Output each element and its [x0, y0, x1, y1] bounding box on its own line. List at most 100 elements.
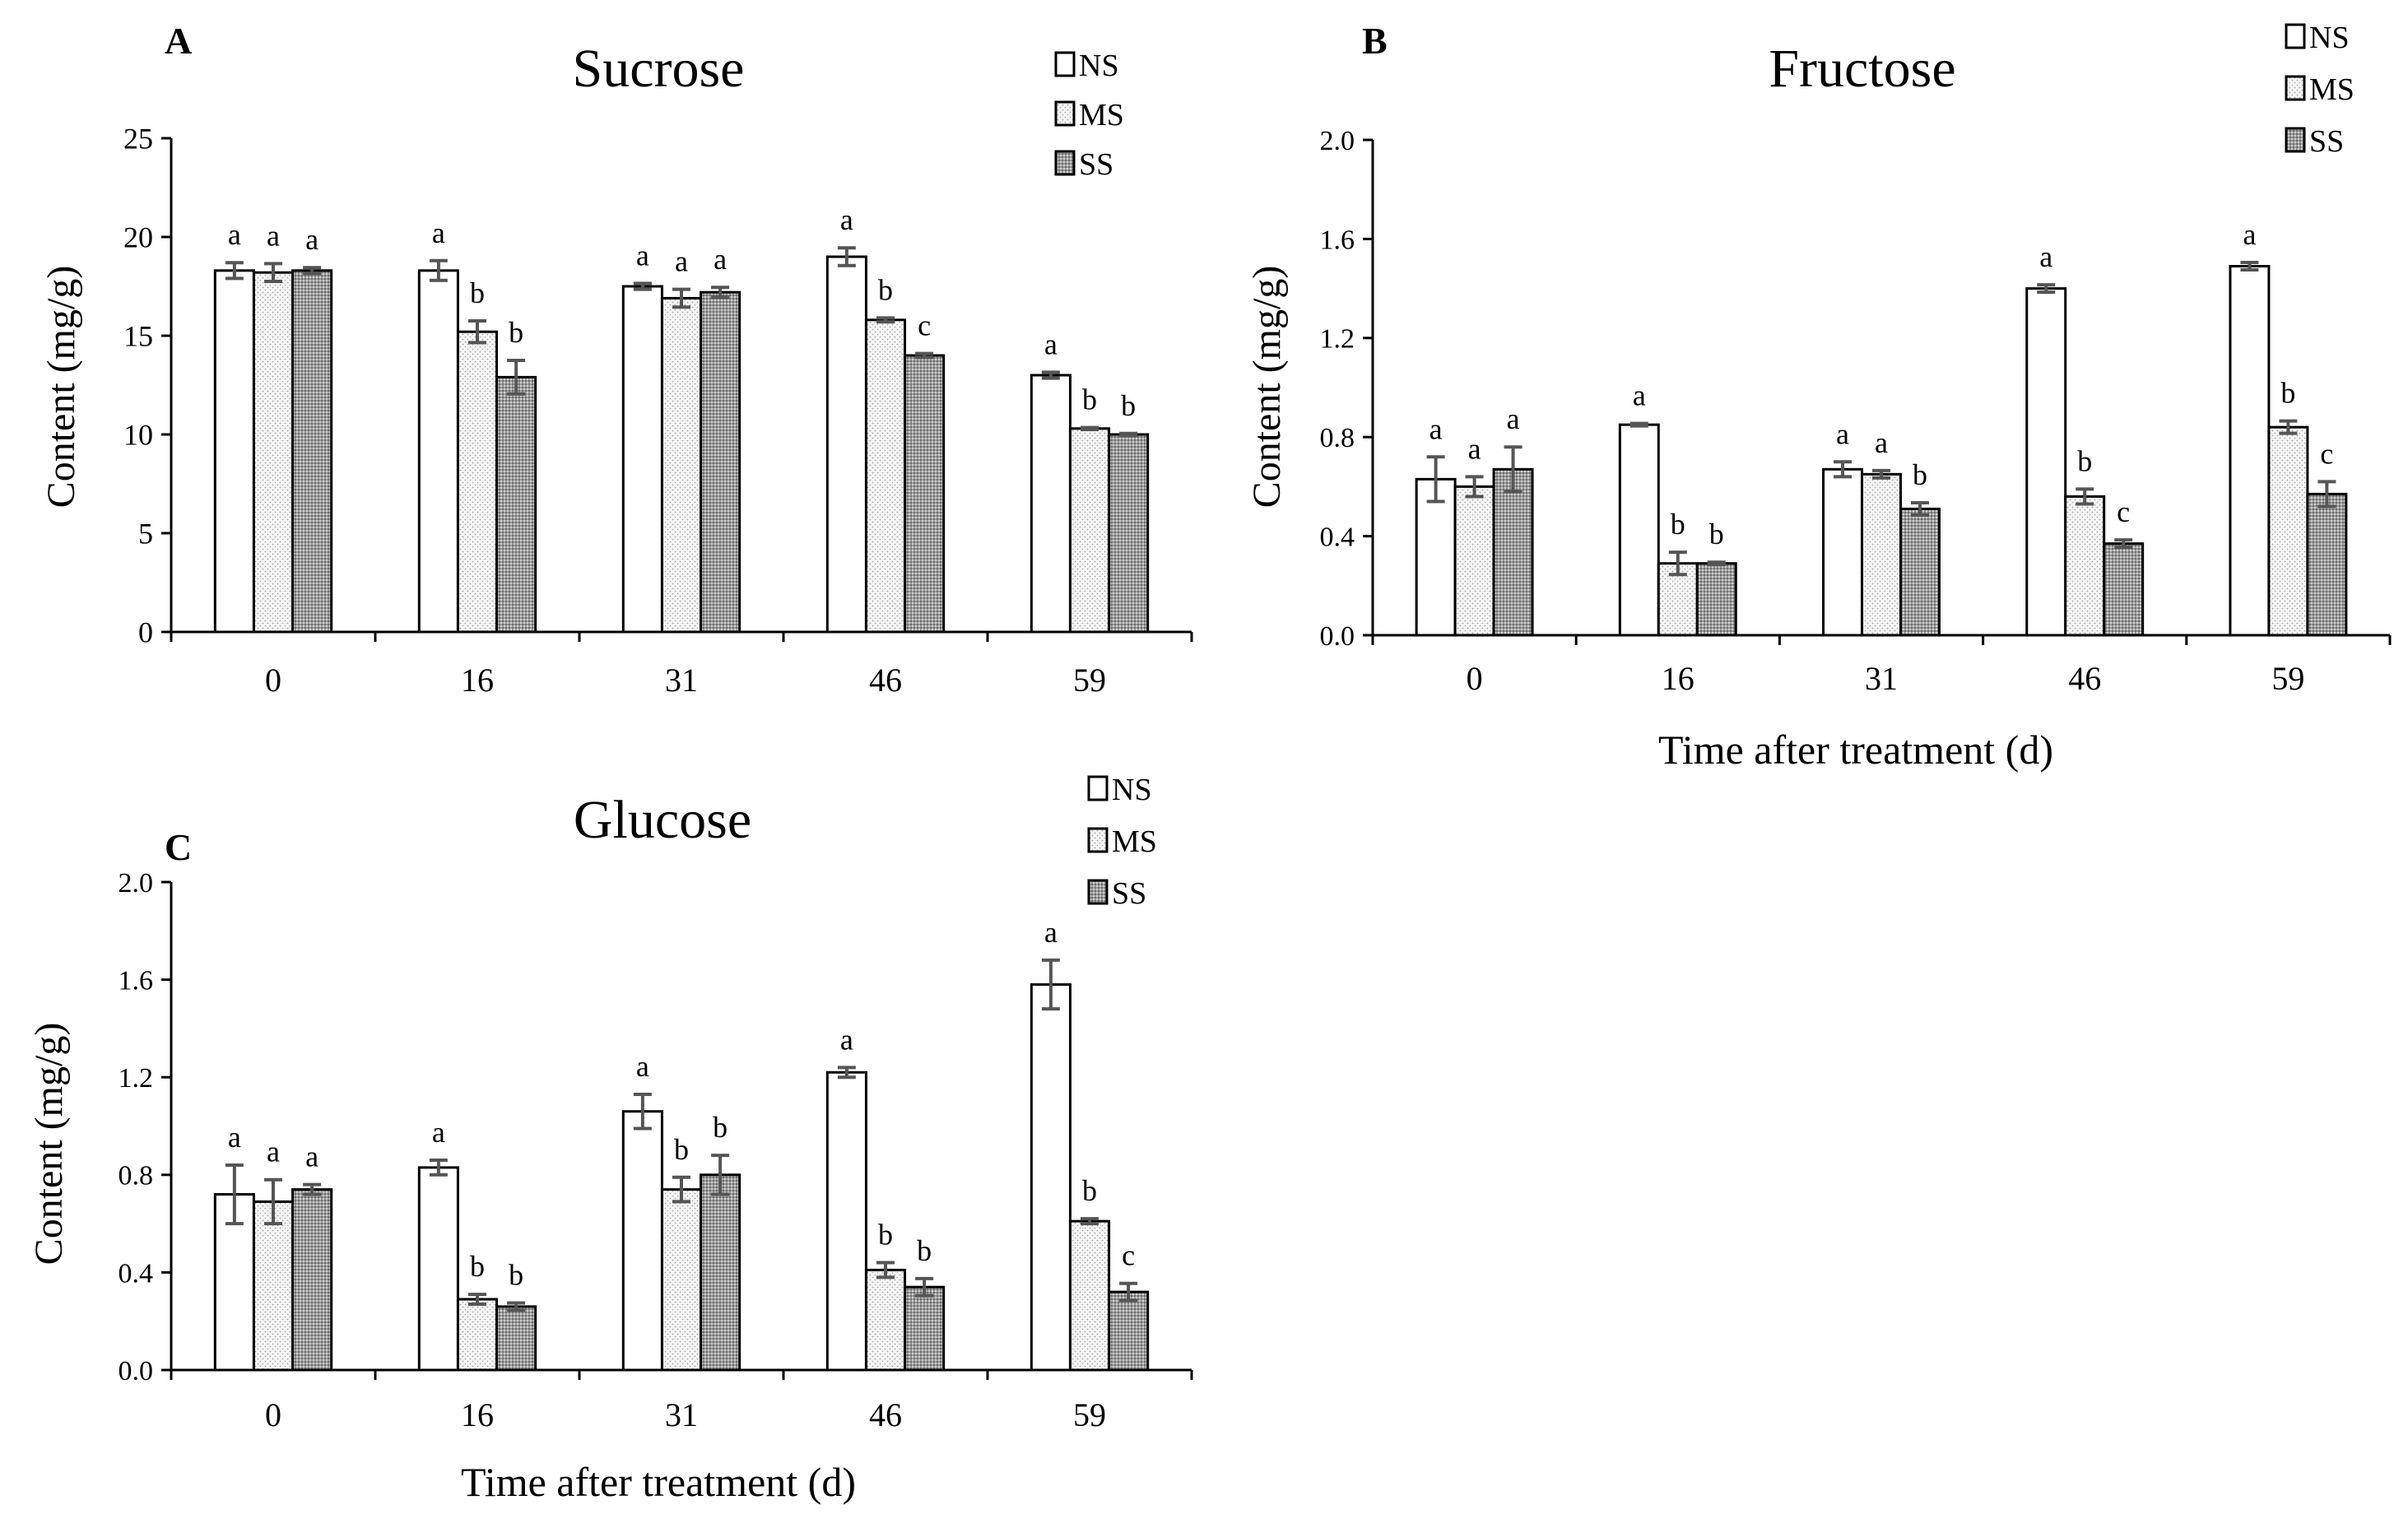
x-tick-label: 46	[2068, 660, 2101, 697]
bar-ss	[700, 290, 741, 634]
y-tick-label: 1.2	[119, 1063, 154, 1094]
panel-letter-a: A	[165, 20, 192, 62]
legend-label-ss: SS	[1079, 147, 1113, 182]
bar-ns	[621, 285, 663, 634]
y-tick-label: 0.4	[119, 1258, 154, 1289]
significance-label: a	[228, 1121, 241, 1154]
y-tick-label: 0	[138, 616, 153, 649]
bar-ns	[213, 269, 255, 634]
significance-label: b	[2280, 377, 2295, 410]
significance-label: b	[1082, 1174, 1097, 1207]
significance-label: c	[918, 309, 931, 342]
significance-label: b	[1709, 518, 1724, 550]
significance-label: a	[840, 1023, 853, 1056]
bar-ms	[1068, 427, 1111, 634]
bar-ns	[1030, 983, 1072, 1372]
y-tick-label: 2.0	[1320, 126, 1355, 156]
y-tick-label: 0.8	[1320, 423, 1355, 453]
legend-swatch-ms	[1087, 827, 1109, 853]
legend-swatch-ss	[1054, 150, 1076, 176]
y-tick-label: 1.6	[119, 966, 154, 996]
bar-ns	[1030, 374, 1072, 634]
significance-label: b	[713, 1111, 728, 1144]
bar-ss	[495, 1305, 537, 1372]
x-axis-label: Time after treatment (d)	[1658, 727, 2053, 773]
bar-ms	[660, 296, 703, 634]
y-tick-label: 10	[123, 419, 153, 452]
axes: 0 5 10 15 20 25 0 16 31 46 59	[123, 123, 1193, 699]
x-tick-label: 31	[665, 1396, 698, 1433]
significance-label: a	[305, 223, 318, 256]
chart-title: Glucose	[574, 790, 751, 850]
bar-ms	[864, 1268, 907, 1372]
y-tick-label: 1.6	[1320, 225, 1355, 255]
x-tick-label: 0	[265, 662, 281, 699]
significance-label: c	[2117, 495, 2130, 528]
significance-label: b	[674, 1133, 689, 1166]
significance-label: a	[1836, 417, 1849, 450]
legend: NS MS SS	[1087, 773, 1157, 911]
significance-label: a	[1875, 426, 1888, 459]
chart-fructose: B Fructose 0.0 0.4 0.8 1.2 1.6 2.0 0 16 31 46 59 a…	[1245, 20, 2392, 773]
bar-ms	[864, 318, 907, 634]
axes: 0.0 0.4 0.8 1.2 1.6 2.0 0 16 31 46 59	[119, 868, 1193, 1433]
legend-label-ms: MS	[1112, 824, 1157, 859]
bar-ms	[2267, 425, 2309, 637]
significance-label: a	[1044, 327, 1058, 360]
bar-ns	[825, 1070, 867, 1372]
significance-label: a	[2243, 218, 2256, 251]
bar-ms	[456, 1298, 499, 1372]
legend: NS MS SS	[2285, 21, 2355, 159]
x-tick-label: 16	[461, 1396, 494, 1433]
panel-letter-b: B	[1362, 20, 1388, 62]
significance-label: a	[636, 239, 649, 272]
significance-label: c	[2320, 437, 2333, 470]
y-tick-label: 15	[123, 320, 153, 353]
significance-label: b	[878, 273, 893, 306]
x-tick-label: 0	[1467, 660, 1483, 697]
x-tick-label: 16	[461, 662, 494, 699]
bar-ms	[1068, 1219, 1111, 1372]
legend-label-ns: NS	[2309, 21, 2350, 55]
y-tick-label: 20	[123, 221, 153, 254]
significance-label: a	[228, 218, 241, 251]
x-tick-label: 59	[1073, 662, 1106, 699]
significance-label: b	[470, 276, 485, 309]
significance-label: a	[714, 243, 727, 276]
legend-swatch-ms	[2285, 75, 2306, 101]
significance-label: a	[1044, 916, 1058, 949]
significance-label: a	[432, 1116, 445, 1149]
x-tick-label: 0	[265, 1396, 281, 1433]
significance-label: a	[2039, 240, 2052, 273]
significance-label: b	[470, 1250, 485, 1283]
bar-ns	[825, 255, 867, 634]
y-axis-label: Content (mg/g)	[1245, 266, 1289, 509]
y-tick-label: 25	[123, 123, 153, 156]
significance-label: b	[1671, 508, 1685, 541]
axes: 0.0 0.4 0.8 1.2 1.6 2.0 0 16 31 46 59	[1320, 126, 2392, 697]
bar-ns	[1618, 423, 1660, 637]
significance-label: a	[840, 203, 853, 236]
bar-ns	[1822, 467, 1864, 637]
significance-label: a	[267, 219, 280, 252]
bar-ms	[1453, 485, 1495, 637]
y-tick-label: 0.0	[119, 1356, 154, 1386]
chart-title: Fructose	[1769, 39, 1955, 99]
x-axis-label: Time after treatment (d)	[461, 1459, 856, 1505]
bar-ss	[904, 1285, 946, 1372]
bar-ms	[2064, 495, 2106, 637]
panel-letter-c: C	[165, 826, 192, 868]
significance-label: a	[1468, 432, 1481, 465]
significance-label: c	[1122, 1239, 1135, 1272]
significance-label: b	[509, 1258, 523, 1291]
bar-ss	[1492, 467, 1534, 637]
legend-swatch-ns	[1087, 775, 1109, 801]
bar-ms	[252, 1200, 295, 1372]
significance-label: b	[917, 1234, 932, 1267]
significance-label: a	[432, 216, 445, 249]
y-tick-label: 0.0	[1320, 621, 1355, 652]
bar-ms	[660, 1188, 703, 1372]
